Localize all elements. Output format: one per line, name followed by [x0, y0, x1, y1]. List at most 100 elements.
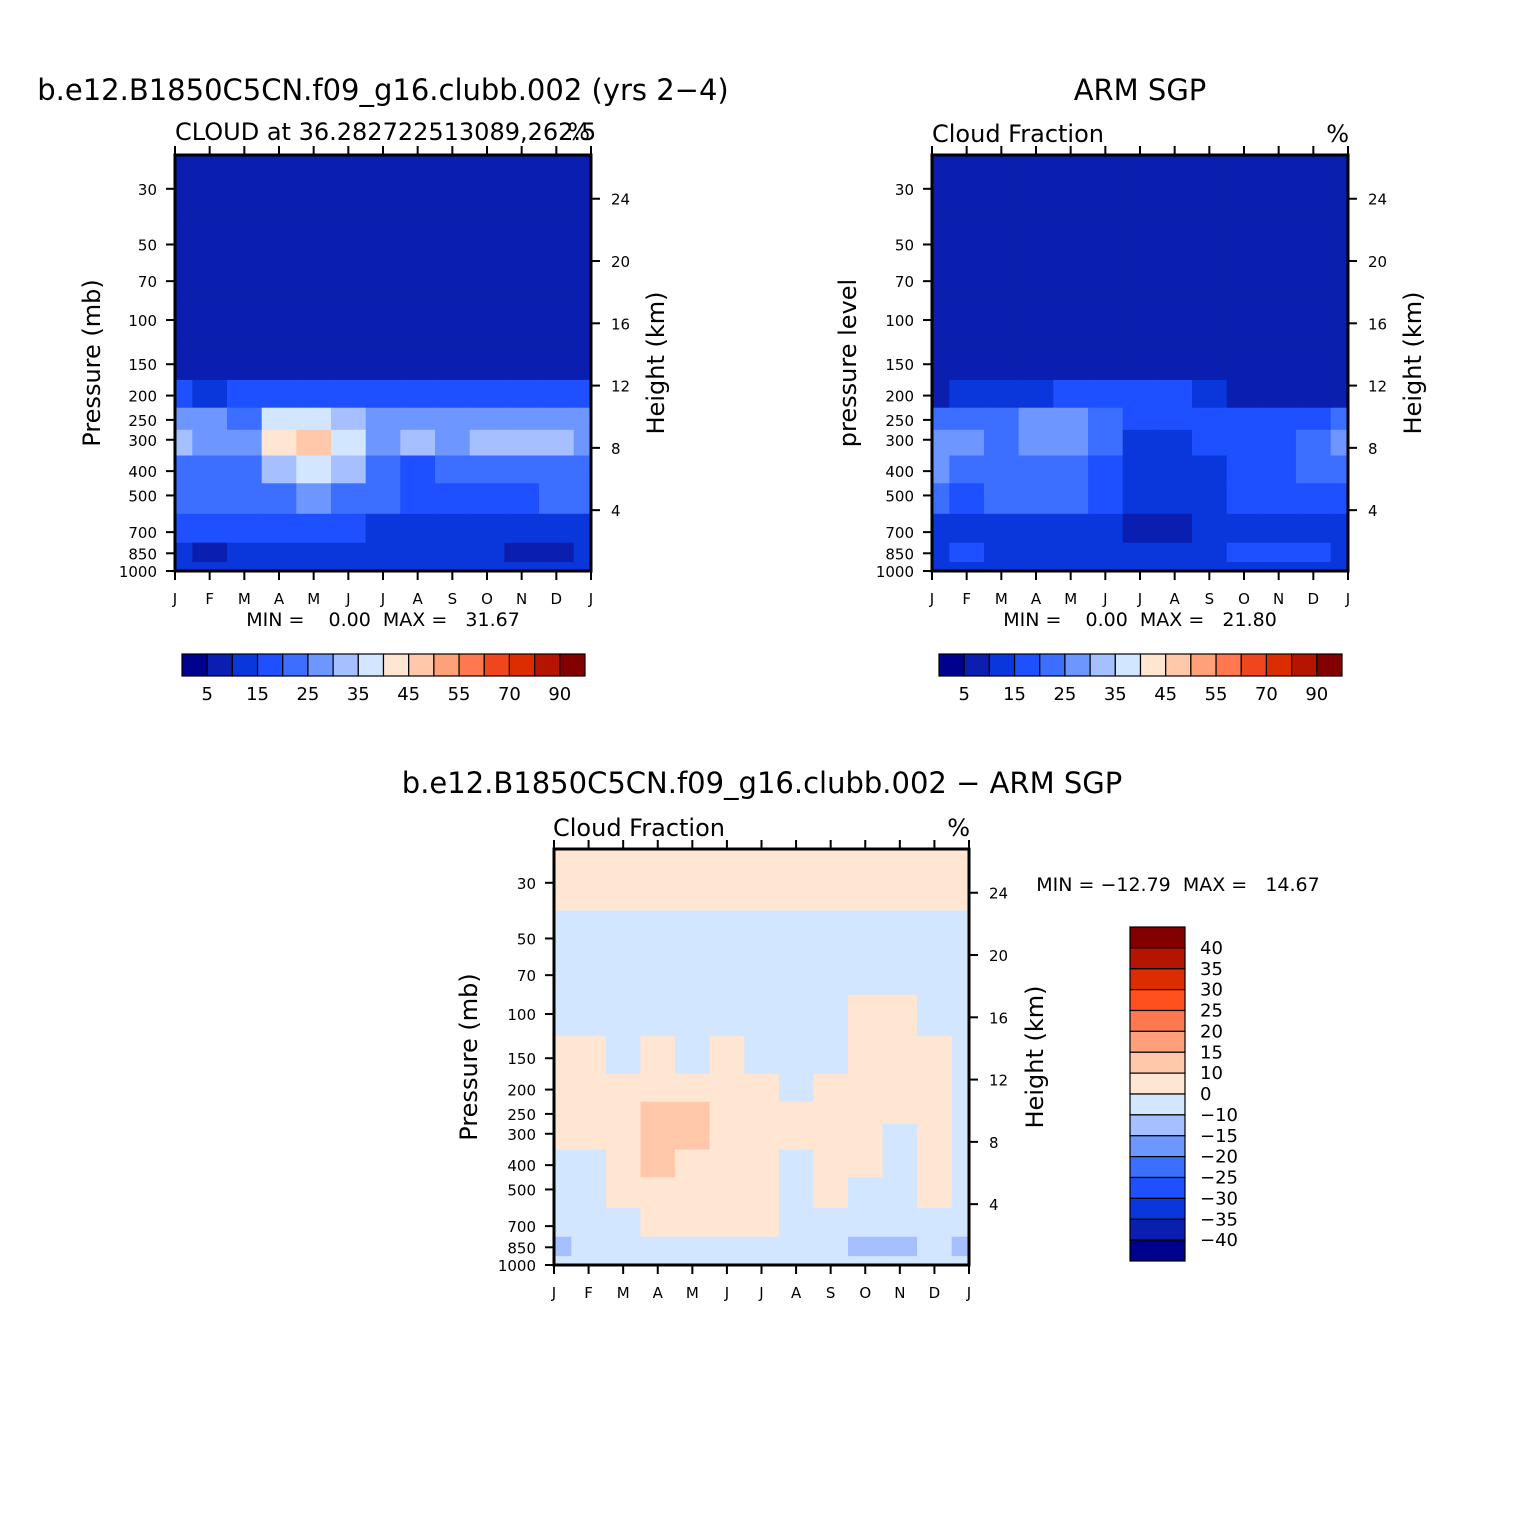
- field-cell: [949, 429, 985, 456]
- field-cell: [1053, 513, 1089, 544]
- y-tick-label: 30: [895, 181, 914, 199]
- field-cell: [932, 342, 950, 381]
- field-cell: [400, 562, 436, 572]
- field-cell: [296, 342, 332, 381]
- field-cell: [675, 1236, 711, 1257]
- field-cell: [1157, 562, 1193, 572]
- field-cell: [951, 1207, 970, 1238]
- panel-diff-subtitle: Cloud Fraction: [553, 814, 725, 842]
- y-tick-label: 150: [507, 1050, 536, 1068]
- field-cell: [227, 455, 263, 484]
- field-cell: [932, 300, 950, 343]
- field-cell: [1053, 407, 1089, 431]
- field-cell: [744, 1207, 780, 1238]
- field-cell: [261, 300, 297, 343]
- field-cell: [296, 455, 332, 484]
- field-cell: [882, 1101, 918, 1125]
- field-cell: [435, 429, 471, 456]
- colorbar-label: −15: [1200, 1126, 1238, 1147]
- field-cell: [261, 542, 297, 563]
- field-cell: [400, 483, 436, 515]
- field-cell: [640, 910, 676, 958]
- field-cell: [848, 1036, 884, 1075]
- field-cell: [192, 455, 228, 484]
- colorbar-swatch: [988, 653, 1016, 677]
- field-cell: [1192, 562, 1228, 572]
- field-cell: [848, 1101, 884, 1125]
- field-cell: [744, 1123, 780, 1150]
- field-cell: [175, 455, 193, 484]
- field-cell: [813, 1123, 849, 1150]
- field-cell: [504, 155, 540, 218]
- x-tick-label: J: [1137, 590, 1142, 608]
- x-tick-label: D: [1308, 590, 1320, 608]
- field-cell: [554, 1149, 572, 1178]
- panel-model-units: %: [567, 118, 590, 146]
- field-cell: [571, 1177, 607, 1209]
- field-cell: [1296, 300, 1332, 343]
- field-cell: [1226, 455, 1262, 484]
- field-cell: [1053, 562, 1089, 572]
- colorbar-label: 40: [1200, 938, 1223, 959]
- field-cell: [571, 1256, 607, 1266]
- x-tick-label: D: [551, 590, 563, 608]
- field-cell: [571, 956, 607, 996]
- field-cell: [1330, 483, 1349, 515]
- colorbar-label: 35: [1200, 959, 1223, 980]
- field-cell: [1330, 513, 1349, 544]
- field-cell: [778, 1256, 814, 1266]
- field-cell: [573, 429, 592, 456]
- field-cell: [1053, 455, 1089, 484]
- height-tick-label: 4: [1368, 502, 1378, 520]
- field-cell: [1018, 262, 1054, 302]
- y-tick-label: 50: [895, 236, 914, 254]
- colorbar-label: 35: [347, 684, 370, 705]
- field-cell: [640, 1236, 676, 1257]
- field-cell: [1018, 407, 1054, 431]
- field-cell: [435, 155, 471, 218]
- field-cell: [917, 956, 953, 996]
- field-cell: [1053, 155, 1089, 218]
- field-cell: [331, 455, 367, 484]
- field-cell: [1261, 155, 1297, 218]
- field-cell: [435, 379, 471, 409]
- field-cell: [365, 562, 401, 572]
- colorbar-label: 70: [498, 684, 521, 705]
- field-cell: [469, 300, 505, 343]
- colorbar-swatch: [408, 653, 435, 677]
- colorbar-swatch: [559, 653, 586, 677]
- field-cell: [365, 262, 401, 302]
- height-tick-label: 16: [611, 315, 630, 333]
- field-cell: [261, 379, 297, 409]
- field-cell: [1192, 513, 1228, 544]
- x-tick-label: J: [724, 1284, 729, 1302]
- field-cell: [175, 342, 193, 381]
- x-tick-label: J: [1102, 590, 1107, 608]
- colorbar-swatch: [1129, 1135, 1186, 1158]
- colorbar-swatch: [1190, 653, 1217, 677]
- field-cell: [949, 262, 985, 302]
- field-cell: [778, 910, 814, 958]
- field-cell: [539, 455, 575, 484]
- y-tick-label: 50: [517, 930, 536, 948]
- field-cell: [1122, 407, 1158, 431]
- height-tick-label: 12: [989, 1072, 1008, 1090]
- field-cell: [778, 1149, 814, 1178]
- field-cell: [932, 455, 950, 484]
- field-cell: [571, 910, 607, 958]
- y-tick-label: 70: [138, 273, 157, 291]
- field-cell: [400, 429, 436, 456]
- field-cell: [917, 1207, 953, 1238]
- field-cell: [469, 155, 505, 218]
- field-cell: [571, 1149, 607, 1178]
- field-cell: [571, 1207, 607, 1238]
- field-cell: [539, 342, 575, 381]
- panel-model-minmax: MIN = 0.00 MAX = 31.67: [246, 609, 520, 631]
- field-cell: [192, 216, 228, 264]
- field-cell: [400, 513, 436, 544]
- field-cell: [675, 1073, 711, 1103]
- field-cell: [331, 407, 367, 431]
- field-cell: [744, 994, 780, 1037]
- colorbar-swatch: [1129, 1197, 1186, 1220]
- field-cell: [1226, 483, 1262, 515]
